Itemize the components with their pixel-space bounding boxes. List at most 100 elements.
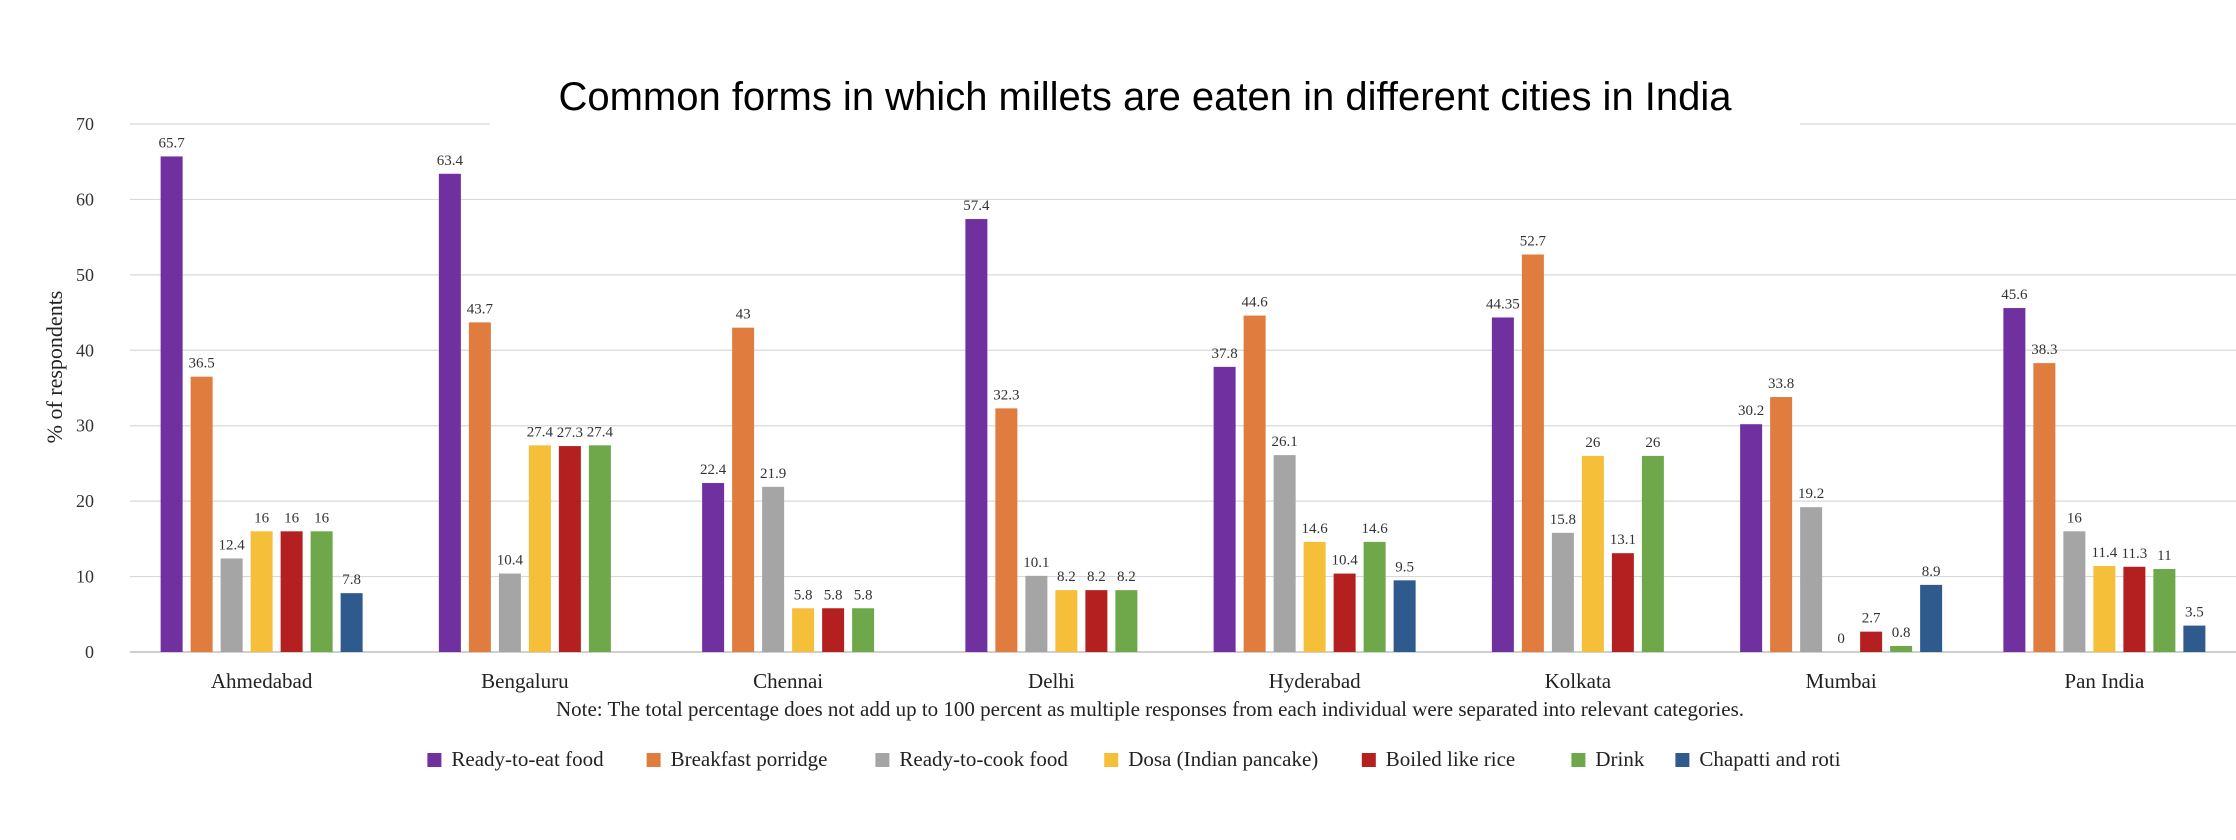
bar	[1521, 254, 1544, 652]
legend-swatch	[1361, 753, 1376, 767]
category-labels: Ahmedabad Bengaluru Chennai Delhi Hyderabad K…	[211, 669, 2145, 693]
y-tick-label: 20	[76, 491, 94, 511]
bar	[852, 608, 875, 652]
bar	[1641, 455, 1664, 652]
data-labels: 65.736.512.416 16 167.863.443.710.427.4 27.…	[159, 135, 2204, 647]
data-label: 3.5	[2185, 605, 2204, 621]
y-axis-ticks: 0 10 20 30 40 50 60 70	[76, 114, 94, 662]
data-label: 11	[2157, 548, 2171, 564]
legend-label: Ready-to-eat food	[451, 747, 604, 771]
data-label: 15.8	[1550, 512, 1576, 528]
data-label: 14.6	[1362, 521, 1389, 537]
data-label: 14.6	[1302, 521, 1329, 537]
bar	[220, 558, 243, 652]
data-label: 21.9	[760, 466, 786, 482]
data-label: 0.8	[1892, 625, 1911, 641]
data-label: 5.8	[794, 587, 813, 603]
bars	[160, 156, 2206, 653]
chart-note: Note: The total percentage does not add …	[556, 697, 1744, 721]
bar	[1363, 541, 1386, 652]
chart-title: Common forms in which millets are eaten …	[558, 75, 1732, 119]
legend-swatch	[646, 753, 661, 767]
y-tick-label: 0	[85, 642, 94, 662]
y-tick-label: 70	[76, 114, 94, 134]
bar	[438, 173, 461, 653]
bar	[2093, 566, 2116, 652]
y-tick-label: 40	[76, 340, 94, 360]
bar	[588, 445, 611, 652]
category-label: Hyderabad	[1269, 669, 1362, 693]
y-tick-label: 50	[76, 265, 94, 285]
bar	[340, 593, 363, 652]
category-label: Delhi	[1028, 669, 1075, 693]
data-label: 57.4	[963, 198, 990, 214]
category-label: Kolkata	[1545, 669, 1612, 693]
bar	[1740, 424, 1763, 652]
data-label: 52.7	[1520, 233, 1547, 249]
bar	[2063, 531, 2086, 652]
data-label: 9.5	[1395, 559, 1414, 575]
bar	[1213, 366, 1236, 652]
bar	[1393, 580, 1416, 652]
data-label: 10.4	[1332, 553, 1359, 569]
bar	[1333, 573, 1356, 652]
legend-label: Chapatti and roti	[1699, 747, 1840, 771]
data-label: 27.4	[527, 424, 554, 440]
bar	[310, 531, 333, 652]
data-label: 26	[1585, 435, 1601, 451]
data-label: 16	[314, 510, 330, 526]
bar	[2033, 363, 2056, 652]
legend-swatch	[1104, 753, 1119, 767]
y-tick-label: 30	[76, 416, 94, 436]
data-label: 63.4	[437, 153, 464, 169]
bar	[792, 608, 815, 652]
y-axis-label: % of respondents	[42, 291, 67, 444]
data-label: 26	[1645, 435, 1661, 451]
bar	[1303, 541, 1326, 652]
bar	[2183, 625, 2206, 652]
data-label: 27.3	[557, 425, 583, 441]
bar	[1860, 631, 1883, 652]
data-label: 8.2	[1057, 569, 1076, 585]
bar	[822, 608, 845, 652]
y-tick-label: 10	[76, 567, 94, 587]
bar	[1025, 575, 1048, 652]
legend-label: Dosa (Indian pancake)	[1128, 747, 1318, 771]
bar	[2123, 566, 2146, 652]
data-label: 11.4	[2092, 545, 2118, 561]
bar	[558, 446, 581, 652]
bar	[732, 327, 755, 652]
data-label: 27.4	[587, 424, 614, 440]
data-label: 8.2	[1117, 569, 1136, 585]
data-label: 5.8	[824, 587, 843, 603]
legend-label: Breakfast porridge	[671, 747, 828, 771]
bar	[1491, 317, 1514, 652]
y-tick-label: 60	[76, 189, 94, 209]
bar	[468, 322, 491, 652]
data-label: 33.8	[1768, 376, 1794, 392]
bar	[965, 219, 988, 653]
data-label: 12.4	[219, 537, 246, 553]
data-label: 26.1	[1272, 434, 1298, 450]
data-label: 16	[254, 510, 270, 526]
bar	[995, 408, 1018, 652]
title-backdrop	[490, 60, 1800, 130]
bar	[1243, 315, 1266, 652]
category-label: Bengaluru	[481, 669, 569, 693]
data-label: 10.1	[1023, 555, 1049, 571]
data-label: 22.4	[700, 462, 727, 478]
data-label: 11.3	[2122, 546, 2148, 562]
bar	[1611, 553, 1634, 652]
data-label: 43.7	[467, 301, 494, 317]
bar	[280, 531, 303, 652]
data-label: 19.2	[1798, 486, 1824, 502]
legend-label: Drink	[1595, 747, 1644, 771]
bar	[1770, 397, 1793, 652]
data-label: 44.6	[1242, 295, 1269, 311]
legend-label: Ready-to-cook food	[899, 747, 1068, 771]
bar	[528, 445, 551, 652]
category-label: Mumbai	[1806, 669, 1877, 693]
bar	[250, 531, 273, 652]
data-label: 7.8	[342, 572, 361, 588]
